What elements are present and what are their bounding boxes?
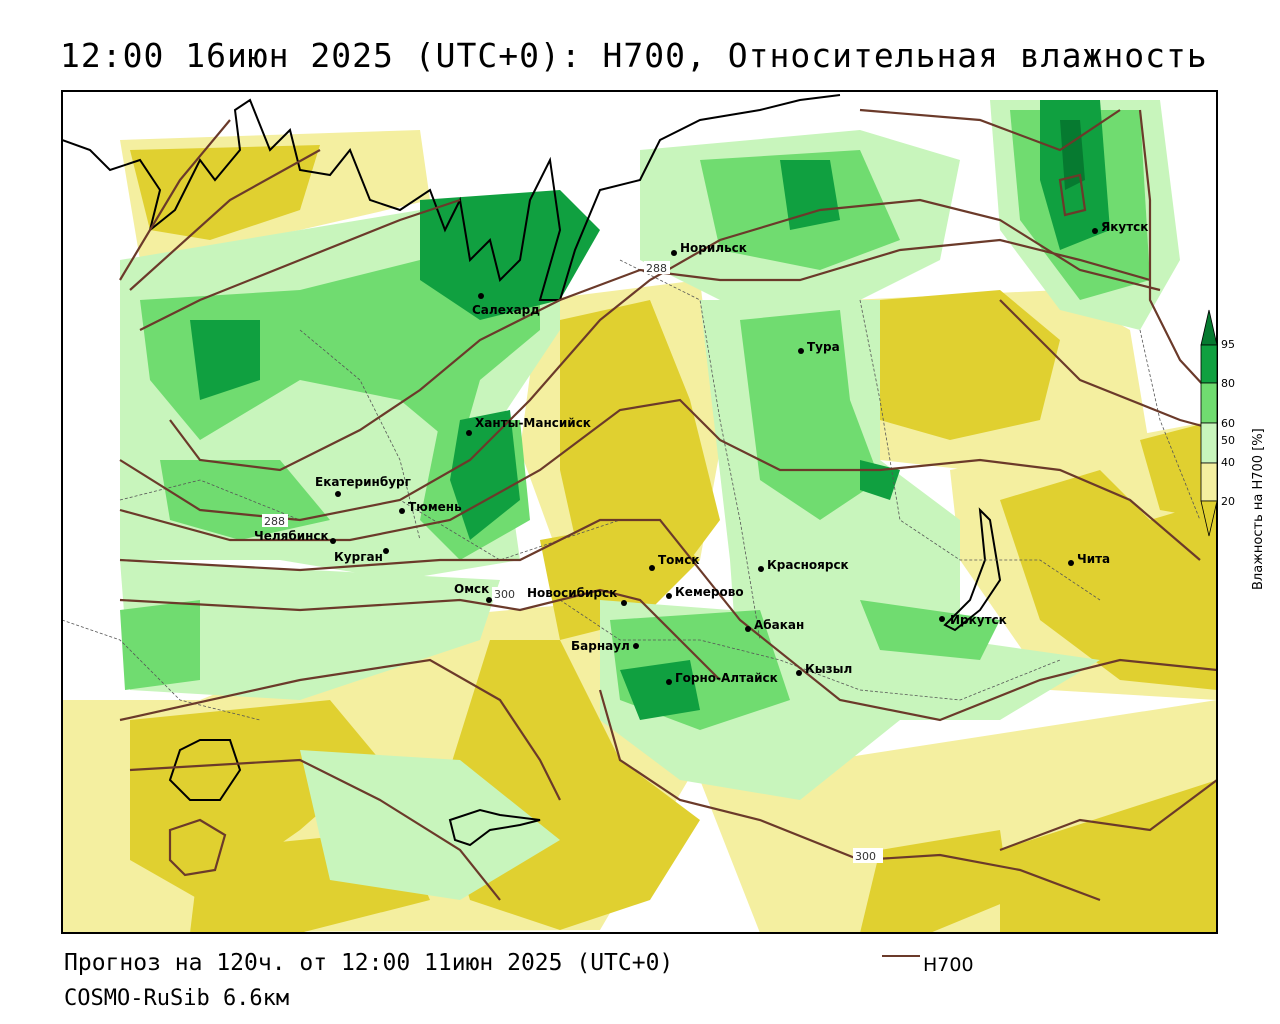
city-label-tomsk: Томск [658,553,700,567]
humidity-field: 288 288 300 300 Норильск Якутск Салехард… [62,91,1217,933]
city-dot [758,566,764,572]
city-dot [796,670,802,676]
city-dot [1092,228,1098,234]
colorbar: 95 80 60 50 40 20 Влажность на H700 [%] [1200,309,1266,590]
city-label-gorno-altaysk: Горно-Алтайск [675,671,778,685]
city-label-salekhard: Салехард [472,303,540,317]
city-dot [666,593,672,599]
city-dot [649,565,655,571]
city-markers: Норильск Якутск Салехард Тура Ханты-Манс… [254,220,1148,685]
city-label-kemerovo: Кемерово [675,585,744,599]
colorbar-tick: 40 [1221,456,1235,469]
colorbar-tick: 80 [1221,377,1235,390]
city-label-yakutsk: Якутск [1101,220,1148,234]
city-dot [671,250,677,256]
city-dot [335,491,341,497]
isoline-label: 288 [264,515,285,528]
city-dot [330,538,336,544]
city-label-khanty-mansiysk: Ханты-Мансийск [475,416,591,430]
city-dot [383,548,389,554]
model-name: COSMO-RuSib 6.6км [64,986,290,1011]
forecast-info: Прогноз на 120ч. от 12:00 11июн 2025 (UT… [64,950,674,976]
isoline-label: 300 [855,850,876,863]
colorbar-tick: 95 [1221,338,1235,351]
map-title: 12:00 16июн 2025 (UTC+0): H700, Относите… [60,36,1208,75]
city-label-omsk: Омск [454,582,489,596]
city-label-kurgan: Курган [334,550,383,564]
city-label-kyzyl: Кызыл [805,662,852,676]
city-dot [478,293,484,299]
city-dot [399,508,405,514]
city-dot [486,597,492,603]
city-dot [466,430,472,436]
city-dot [666,679,672,685]
colorbar-tick: 20 [1221,495,1235,508]
city-label-irkutsk: Иркутск [950,613,1007,627]
city-label-chita: Чита [1077,552,1110,566]
h700-legend-label: H700 [923,954,974,976]
city-label-novosibirsk: Новосибирск [527,586,617,600]
colorbar-tick: 50 [1221,434,1235,447]
city-dot [1068,560,1074,566]
city-label-tyumen: Тюмень [408,500,462,514]
h700-isolines [119,108,1217,902]
city-dot [939,616,945,622]
city-label-abakan: Абакан [754,618,804,632]
city-dot [621,600,627,606]
city-dot [633,643,639,649]
isoline-label: 288 [646,262,667,275]
city-label-barnaul: Барнаул [571,639,630,653]
isoline-labels: 288 288 300 300 [262,261,883,863]
city-dot [798,348,804,354]
h700-legend-line [882,955,920,957]
city-label-chelyabinsk: Челябинск [254,529,329,543]
isoline-label: 300 [494,588,515,601]
city-label-krasnoyarsk: Красноярск [767,558,849,572]
admin-borders [62,259,1201,721]
city-label-ekaterinburg: Екатеринбург [315,475,411,489]
coastline [62,94,1002,847]
colorbar-title: Влажность на H700 [%] [1251,428,1266,590]
city-dot [745,626,751,632]
city-label-tura: Тура [807,340,840,354]
city-label-norilsk: Норильск [680,241,747,255]
colorbar-tick: 60 [1221,417,1235,430]
map-frame [61,90,1218,934]
